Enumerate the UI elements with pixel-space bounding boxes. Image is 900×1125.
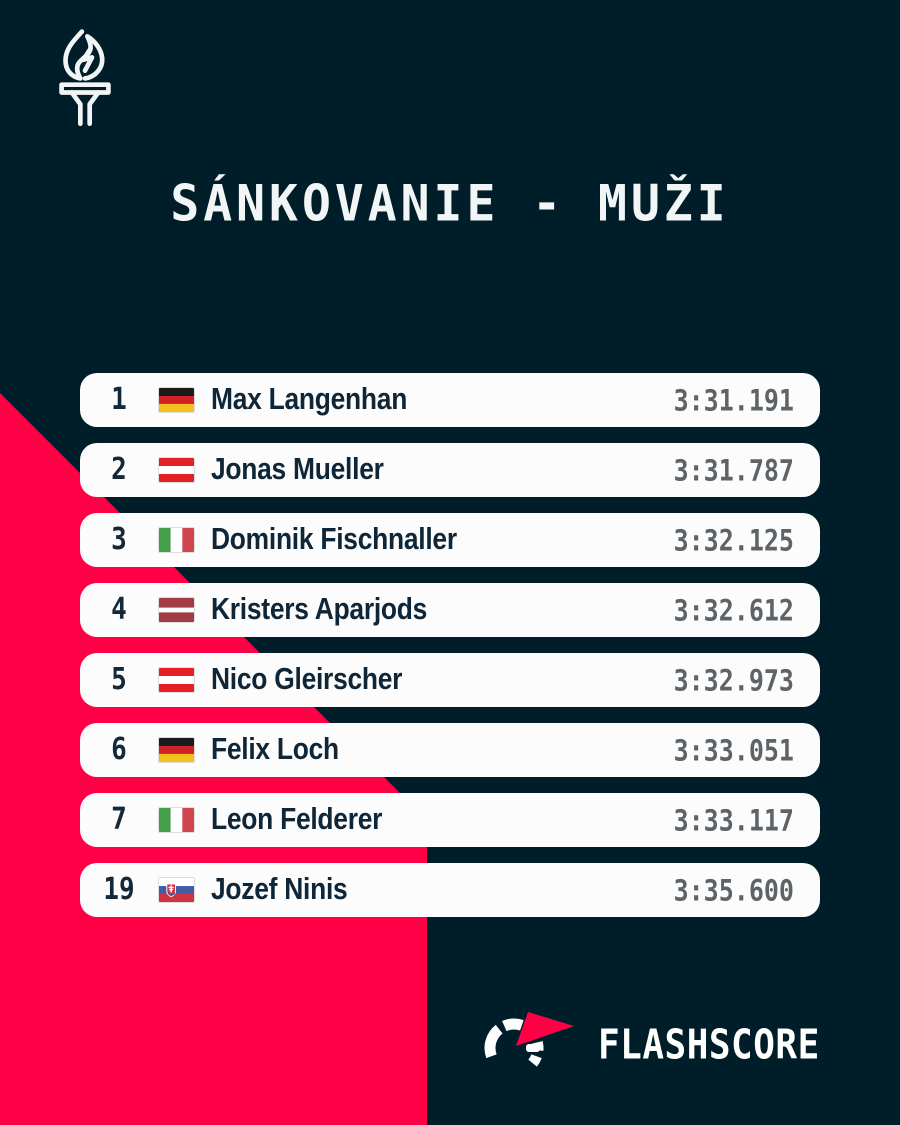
row-time: 3:35.600 xyxy=(673,872,794,908)
row-time: 3:32.973 xyxy=(673,662,794,698)
at-flag-icon xyxy=(158,457,195,483)
row-name: Nico Gleirscher xyxy=(211,662,403,697)
brand-name: FLASHSCORE xyxy=(598,1021,820,1069)
row-rank: 3 xyxy=(111,522,127,558)
row-rank: 7 xyxy=(111,802,127,838)
torch-icon xyxy=(59,29,111,127)
row-name: Jonas Mueller xyxy=(211,452,384,487)
flashscore-brand: FLASHSCORE xyxy=(482,1010,820,1080)
standings-list: 1 Max Langenhan 3:31.191 2 Jonas Mueller… xyxy=(80,373,820,917)
table-row: 2 Jonas Mueller 3:31.787 xyxy=(80,443,820,497)
row-rank: 5 xyxy=(111,662,127,698)
de-flag-icon xyxy=(158,387,195,413)
row-time: 3:32.612 xyxy=(673,592,794,628)
row-rank: 19 xyxy=(103,872,135,908)
flashscore-logo-icon xyxy=(484,1012,574,1078)
row-rank: 4 xyxy=(111,592,127,628)
row-rank: 2 xyxy=(111,452,127,488)
row-rank: 6 xyxy=(111,732,127,768)
row-name: Dominik Fischnaller xyxy=(211,522,457,557)
row-rank: 1 xyxy=(111,382,127,418)
row-name: Max Langenhan xyxy=(211,382,408,417)
table-row: 6 Felix Loch 3:33.051 xyxy=(80,723,820,777)
page-title: SÁNKOVANIE - MUŽI xyxy=(170,174,730,234)
row-time: 3:32.125 xyxy=(673,522,794,558)
table-row: 19 Jozef Ninis 3:35.600 xyxy=(80,863,820,917)
table-row: 4 Kristers Aparjods 3:32.612 xyxy=(80,583,820,637)
sk-flag-icon xyxy=(158,877,195,903)
row-name: Jozef Ninis xyxy=(211,872,348,907)
row-time: 3:33.117 xyxy=(673,802,794,838)
table-row: 7 Leon Felderer 3:33.117 xyxy=(80,793,820,847)
row-time: 3:33.051 xyxy=(673,732,794,768)
lv-flag-icon xyxy=(158,597,195,623)
it-flag-icon xyxy=(158,807,195,833)
table-row: 1 Max Langenhan 3:31.191 xyxy=(80,373,820,427)
row-name: Leon Felderer xyxy=(211,802,383,837)
de-flag-icon xyxy=(158,737,195,763)
at-flag-icon xyxy=(158,667,195,693)
row-time: 3:31.191 xyxy=(673,382,794,418)
row-name: Kristers Aparjods xyxy=(211,592,428,627)
table-row: 3 Dominik Fischnaller 3:32.125 xyxy=(80,513,820,567)
table-row: 5 Nico Gleirscher 3:32.973 xyxy=(80,653,820,707)
row-time: 3:31.787 xyxy=(673,452,794,488)
it-flag-icon xyxy=(158,527,195,553)
row-name: Felix Loch xyxy=(211,732,339,767)
